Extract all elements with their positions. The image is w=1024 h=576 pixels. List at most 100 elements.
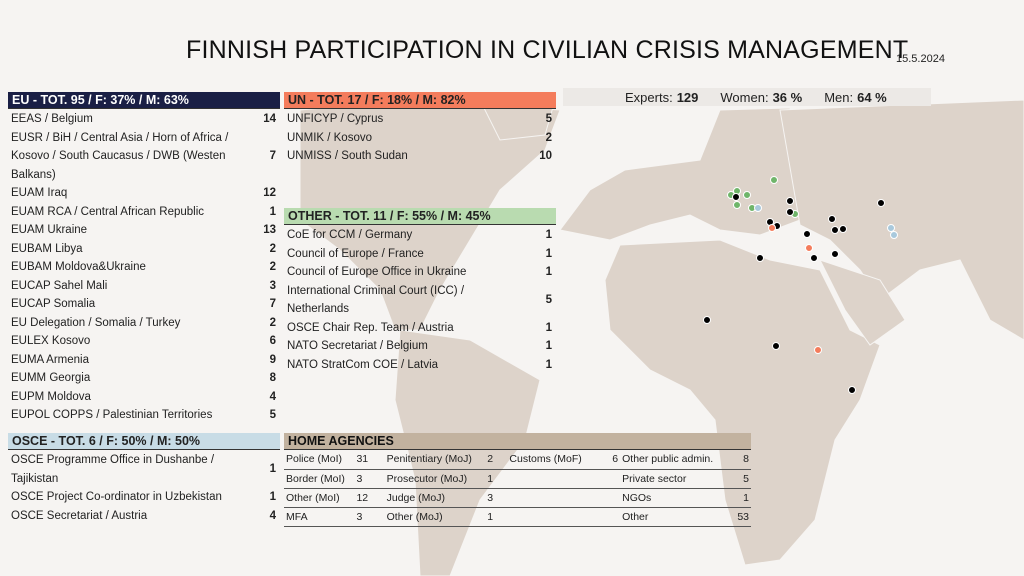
agency-name: Other xyxy=(620,507,721,527)
un-list: UNFICYP / Cyprus 5 UNMIK / Kosovo 2 UNMISS /… xyxy=(284,109,556,166)
eu-list: EEAS / Belgium 14 EUSR / BiH / Central Asi… xyxy=(8,109,280,425)
agency-count xyxy=(597,469,621,489)
agency-count: 3 xyxy=(354,507,385,527)
item-count: 1 xyxy=(545,340,552,352)
other-list: CoE for CCM / Germany 1 Council of Europe … xyxy=(284,225,556,374)
item-count: 4 xyxy=(269,509,276,522)
list-item: Council of Europe Office in Ukraine 1 xyxy=(284,263,556,282)
item-name: UNMIK / Kosovo xyxy=(287,131,372,144)
agency-count: 1 xyxy=(485,507,508,527)
item-name: CoE for CCM / Germany xyxy=(287,229,413,241)
list-item: UNFICYP / Cyprus 5 xyxy=(284,110,556,129)
agency-name: MFA xyxy=(284,507,355,527)
list-item: EUCAP Sahel Mali 3 xyxy=(8,277,280,296)
summary-stats: Experts: 129 Women: 36 % Men: 64 % xyxy=(563,88,931,106)
list-item: EUAM Iraq 12 xyxy=(8,184,280,203)
agency-name: Other (MoJ) xyxy=(384,507,486,527)
item-count: 1 xyxy=(545,266,552,278)
list-item: EUMM Georgia 8 xyxy=(8,369,280,388)
item-count: 1 xyxy=(269,463,276,476)
un-header: UN - TOT. 17 / F: 18% / M: 82% xyxy=(284,92,556,109)
item-name: OSCE Chair Rep. Team / Austria xyxy=(287,321,454,334)
agency-name: Other public admin. xyxy=(620,450,721,470)
agency-count xyxy=(597,507,621,527)
list-item: EUPOL COPPS / Palestinian Territories 5 xyxy=(8,406,280,425)
item-name: NATO Secretariat / Belgium xyxy=(287,340,428,352)
agency-count: 3 xyxy=(485,488,508,508)
item-name: EUMM Georgia xyxy=(11,372,91,384)
agency-name: Border (MoI) xyxy=(284,469,355,489)
osce-panel: OSCE - TOT. 6 / F: 50% / M: 50% OSCE Pro… xyxy=(8,433,280,525)
table-row: MFA 3 Other (MoJ) 1 Other 53 xyxy=(284,507,751,527)
eu-panel: EU - TOT. 95 / F: 37% / M: 63% EEAS / Be… xyxy=(8,92,280,425)
item-count: 8 xyxy=(269,372,276,384)
item-name: EUCAP Sahel Mali xyxy=(11,279,108,292)
item-name: EUPM Moldova xyxy=(11,390,91,403)
list-item: EUAM Ukraine 13 xyxy=(8,221,280,240)
agency-count: 6 xyxy=(597,450,621,470)
item-name: NATO StratCom COE / Latvia xyxy=(287,358,439,371)
women-stat: Women: 36 % xyxy=(720,89,803,105)
item-name: UNFICYP / Cyprus xyxy=(287,113,384,125)
item-name: EUPOL COPPS / Palestinian Territories xyxy=(11,409,213,421)
item-count: 6 xyxy=(269,335,276,347)
list-item: OSCE Programme Office in Dushanbe / Taji… xyxy=(8,451,280,488)
item-count: 2 xyxy=(269,261,276,273)
table-row: Other (MoI) 12 Judge (MoJ) 3 NGOs 1 xyxy=(284,488,751,508)
item-name: UNMISS / South Sudan xyxy=(287,150,408,162)
agency-name xyxy=(507,488,598,508)
item-name: EUMA Armenia xyxy=(11,353,89,366)
list-item: NATO StratCom COE / Latvia 1 xyxy=(284,356,556,375)
agency-count: 3 xyxy=(354,469,385,489)
list-item: EUPM Moldova 4 xyxy=(8,388,280,407)
list-item: EUBAM Moldova&Ukraine 2 xyxy=(8,258,280,277)
item-name: Council of Europe / France xyxy=(287,247,424,260)
item-name: EUBAM Libya xyxy=(11,242,83,255)
list-item: UNMISS / South Sudan 10 xyxy=(284,147,556,166)
agency-name xyxy=(507,469,598,489)
item-count: 14 xyxy=(263,113,276,125)
men-stat: Men: 64 % xyxy=(824,89,887,105)
item-name: Council of Europe Office in Ukraine xyxy=(287,266,467,278)
osce-list: OSCE Programme Office in Dushanbe / Taji… xyxy=(8,450,280,525)
item-name: EUSR / BiH / Central Asia / Horn of Afri… xyxy=(11,131,229,181)
agency-name: Police (MoI) xyxy=(284,450,355,470)
list-item: EULEX Kosovo 6 xyxy=(8,332,280,351)
list-item: CoE for CCM / Germany 1 xyxy=(284,226,556,245)
arabia xyxy=(819,259,906,346)
agency-count: 8 xyxy=(720,450,751,470)
item-name: EUBAM Moldova&Ukraine xyxy=(11,261,146,273)
item-count: 2 xyxy=(269,316,276,329)
page-title: FINNISH PARTICIPATION IN CIVILIAN CRISIS… xyxy=(186,36,909,64)
item-count: 1 xyxy=(545,247,552,260)
home-agencies-panel: HOME AGENCIES Police (MoI) 31 Penitentiary… xyxy=(284,433,751,527)
list-item: UNMIK / Kosovo 2 xyxy=(284,129,556,148)
agency-count: 53 xyxy=(720,507,751,527)
agency-count: 31 xyxy=(354,450,385,470)
item-name: EUAM Ukraine xyxy=(11,224,88,236)
list-item: EUBAM Libya 2 xyxy=(8,240,280,259)
table-row: Police (MoI) 31 Penitentiary (MoJ) 2 Customs… xyxy=(284,450,751,470)
item-count: 1 xyxy=(545,229,552,241)
list-item: EUCAP Somalia 7 xyxy=(8,295,280,314)
home-agencies-header: HOME AGENCIES xyxy=(284,433,751,450)
item-name: EUAM Iraq xyxy=(11,187,68,199)
mission-markers xyxy=(703,176,898,394)
agency-name xyxy=(507,507,598,527)
list-item: EUMA Armenia 9 xyxy=(8,351,280,370)
item-count: 5 xyxy=(545,113,552,125)
agency-name: Penitentiary (MoJ) xyxy=(384,450,486,470)
agency-name: Prosecutor (MoJ) xyxy=(384,469,486,489)
agency-name: NGOs xyxy=(620,488,721,508)
agency-name: Other (MoI) xyxy=(284,488,355,508)
africa xyxy=(604,239,881,566)
report-date: 15.5.2024 xyxy=(896,53,945,65)
list-item: EU Delegation / Somalia / Turkey 2 xyxy=(8,314,280,333)
item-count: 1 xyxy=(269,205,276,218)
agency-count xyxy=(597,488,621,508)
list-item: EUSR / BiH / Central Asia / Horn of Afri… xyxy=(8,129,280,185)
experts-stat: Experts: 129 xyxy=(625,89,699,105)
list-item: EUAM RCA / Central African Republic 1 xyxy=(8,203,280,222)
agency-name: Customs (MoF) xyxy=(507,450,598,470)
list-item: OSCE Project Co-ordinator in Uzbekistan 1 xyxy=(8,488,280,507)
